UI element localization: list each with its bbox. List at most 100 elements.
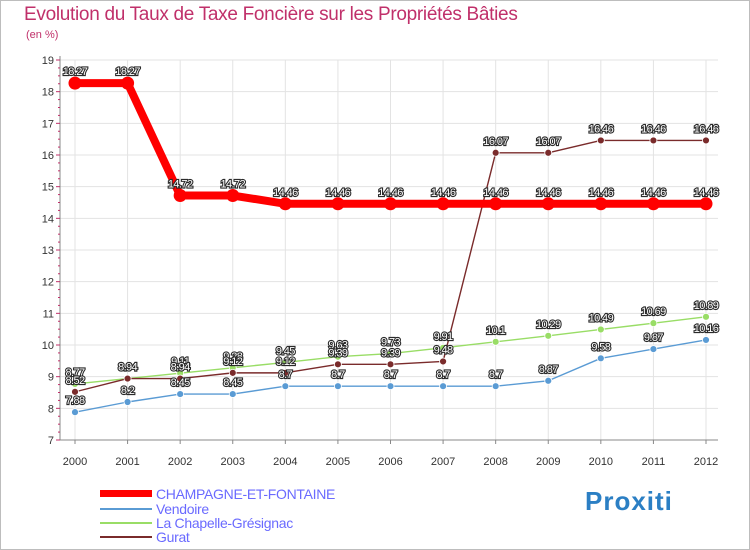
data-label: 16.07 [536,136,561,148]
data-point [278,197,292,211]
data-point [176,374,185,383]
data-point [71,408,79,417]
data-point [281,382,290,391]
data-label: 8.94 [118,362,137,374]
legend-label-0: CHAMPAGNE-ET-FONTAINE [156,485,336,502]
x-tick-label: 2000 [63,456,87,468]
data-point [439,357,447,366]
data-label: 8.52 [65,375,84,387]
legend-label-3: Gurat [156,528,190,545]
data-label: 8.45 [171,377,190,389]
data-point [649,345,658,354]
data-point [491,382,500,391]
data-point [68,76,82,90]
data-label: 9.11 [171,356,190,368]
data-point [226,189,240,203]
data-label: 18.27 [115,66,140,78]
data-point [386,360,395,369]
data-point [228,368,237,377]
data-label: 14.46 [273,187,298,199]
x-tick-label: 2012 [694,456,718,468]
data-label: 16.46 [641,123,666,135]
data-label: 9.91 [434,331,453,343]
data-point [334,382,342,391]
legend-swatch-1 [100,507,152,510]
legend-swatch-3 [100,535,152,538]
data-label: 9.39 [381,347,400,359]
data-label: 9.39 [328,347,347,359]
data-point [386,349,395,358]
data-label: 8.7 [384,369,398,381]
legend-label-2: La Chapelle-Grésignac [156,514,293,531]
data-label: 9.12 [223,356,242,368]
data-point [646,197,660,211]
data-label: 14.46 [378,187,403,199]
data-point [544,148,553,157]
data-label: 10.89 [694,300,719,312]
y-tick-label: 11 [43,308,54,320]
data-point [596,354,605,363]
x-tick-label: 2007 [431,456,455,468]
data-point [489,197,503,211]
data-label: 14.46 [641,187,666,199]
data-label: 8.7 [489,369,503,381]
data-point [702,312,710,321]
data-label: 16.46 [694,123,719,135]
data-label: 14.72 [168,179,193,191]
data-point [173,189,187,203]
data-label: 8.87 [539,364,558,376]
legend-swatch-0 [100,490,152,497]
data-label: 8.7 [331,369,345,381]
legend-item-0: CHAMPAGNE-ET-FONTAINE [100,485,336,502]
x-tick-label: 2003 [221,456,245,468]
proxiti-logo: Proxiti [585,486,673,516]
data-label: 16.07 [483,136,508,148]
chart-series [68,76,713,417]
x-tick-label: 2006 [378,456,402,468]
y-tick-label: 18 [42,87,54,99]
data-label: 14.46 [483,187,508,199]
data-point [544,331,553,340]
x-tick-label: 2001 [115,456,139,468]
y-tick-label: 16 [42,150,54,162]
x-tick-label: 2010 [589,456,613,468]
data-label: 9.48 [434,344,453,356]
chart-title: Evolution du Taux de Taxe Foncière sur l… [24,4,518,25]
x-tick-label: 2009 [536,456,560,468]
data-point [596,325,605,334]
data-label: 10.16 [694,323,719,335]
data-label: 9.28 [223,351,242,363]
data-point [123,398,132,406]
data-point [596,136,605,145]
data-point [491,148,500,157]
data-label: 9.58 [591,341,610,353]
data-label: 9.12 [276,356,295,368]
data-point [334,360,342,369]
y-tick-label: 19 [42,55,54,67]
x-tick-label: 2005 [326,456,350,468]
data-point [541,197,555,211]
x-tick-label: 2011 [642,456,666,468]
data-label: 8.45 [223,377,242,389]
legend-swatch-2 [100,521,152,524]
data-label: 18.27 [63,66,88,78]
data-label: 14.46 [536,187,561,199]
data-point [384,197,397,211]
data-point [228,390,237,398]
data-label: 10.49 [589,312,614,324]
data-label: 14.46 [694,187,719,199]
data-label: 10.1 [486,325,505,337]
unit-label: (en %) [26,29,59,41]
data-point [702,336,710,344]
data-label: 9.63 [328,340,347,352]
y-tick-label: 13 [42,245,54,257]
data-label: 8.94 [118,362,137,374]
legend-label-1: Vendoire [156,500,209,517]
data-point [649,136,658,145]
data-point [702,136,710,145]
data-label: 8.94 [171,362,190,374]
data-point [649,319,658,328]
data-point [123,374,132,383]
data-point [281,368,290,377]
y-tick-label: 7 [48,435,54,447]
